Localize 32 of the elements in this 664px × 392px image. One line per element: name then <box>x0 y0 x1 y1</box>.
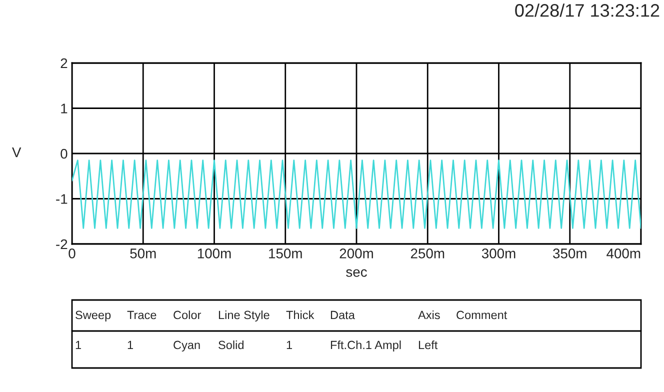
y-axis-title: V <box>12 148 22 158</box>
text: Data <box>330 310 355 320</box>
y-tick-label: 2 <box>60 58 68 68</box>
text: Comment <box>456 310 508 320</box>
text: 1 <box>76 340 81 350</box>
x-tick-label: 200m <box>340 248 373 258</box>
x-tick-label: 350m <box>553 248 586 258</box>
text: 1 <box>286 340 292 350</box>
x-tick-label: 100m <box>198 248 231 258</box>
text: Cyan <box>174 340 200 352</box>
x-tick-label: 250m <box>410 248 444 258</box>
x-axis-title: sec <box>346 269 367 277</box>
text: Color <box>174 310 202 320</box>
chart-title: 02/28/17 13:23:12 <box>515 4 660 17</box>
x-tick-label: 400m <box>606 248 640 258</box>
text: Line Style <box>218 310 270 322</box>
y-tick-label: -1 <box>56 194 68 204</box>
text: 1 <box>128 340 133 350</box>
x-tick-label: 300m <box>482 248 516 258</box>
x-tick-label: 150m <box>269 248 302 258</box>
x-tick-label: 0 <box>68 248 76 258</box>
text: Trace <box>127 310 156 320</box>
text: Axis <box>418 310 440 320</box>
text: Fft.Ch.1 Ampl <box>330 340 401 352</box>
y-tick-label: -2 <box>56 239 68 250</box>
text: Solid <box>218 340 244 350</box>
text: Left <box>418 340 438 350</box>
text: Sweep <box>76 310 111 322</box>
y-tick-label: 0 <box>60 148 68 159</box>
y-tick-label: 1 <box>61 104 68 114</box>
x-tick-label: 50m <box>130 248 156 258</box>
text: Thick <box>286 310 314 320</box>
